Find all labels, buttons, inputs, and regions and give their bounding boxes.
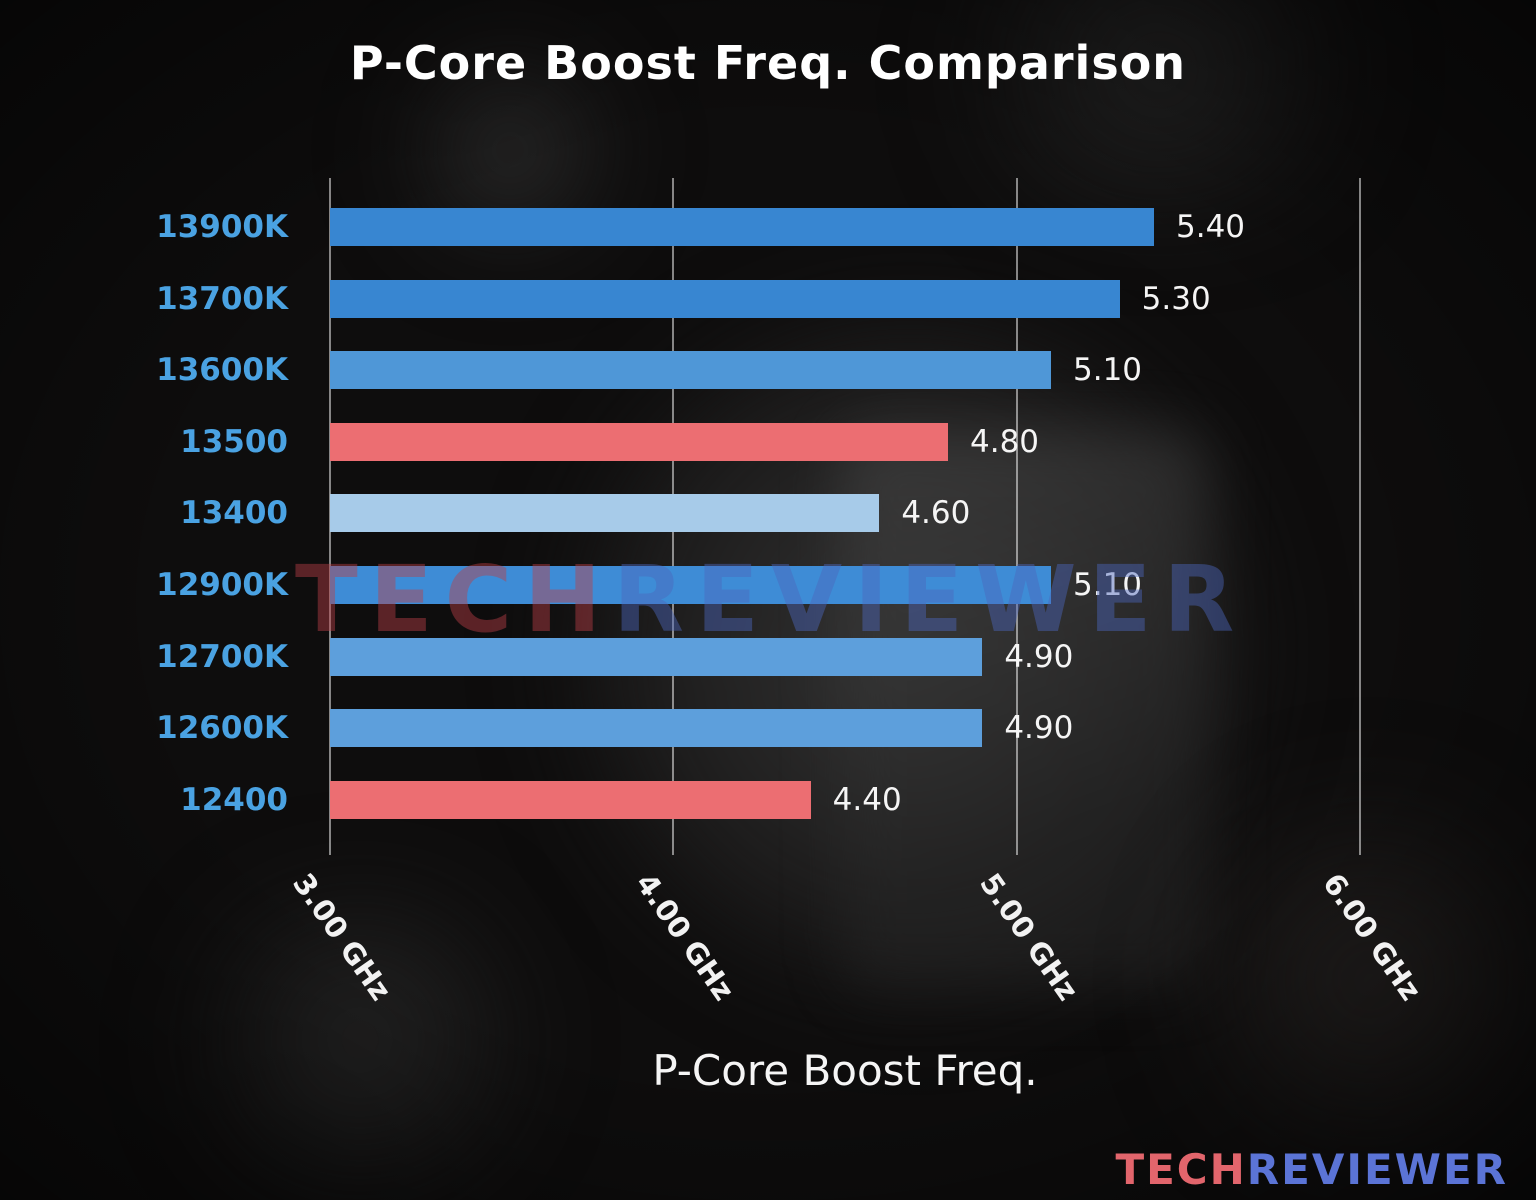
category-label-12600k: 12600K	[156, 710, 288, 747]
brand-reviewer: REVIEWER	[1246, 1145, 1508, 1194]
bar-13400	[330, 494, 880, 533]
value-label-13900k: 5.40	[1176, 209, 1246, 245]
x-tick-label: 4.00 GHz	[629, 867, 742, 1007]
value-label-12900k: 5.10	[1073, 567, 1143, 603]
category-label-13500: 13500	[180, 423, 288, 460]
category-label-13400: 13400	[180, 495, 288, 532]
x-axis-label: P-Core Boost Freq.	[652, 1046, 1038, 1095]
x-tick-label: 5.00 GHz	[972, 867, 1085, 1007]
bar-12700k	[330, 637, 983, 676]
watermark-tech: TECH	[295, 546, 614, 653]
bar-13600k	[330, 351, 1051, 390]
value-label-13600k: 5.10	[1073, 352, 1143, 389]
watermark-reviewer: REVIEWER	[613, 546, 1247, 653]
gridline	[1359, 178, 1361, 855]
value-label-13400: 4.60	[901, 495, 971, 532]
bar-12400	[330, 780, 811, 819]
brand-tech: TECH	[1115, 1145, 1247, 1194]
value-label-12600k: 4.90	[1004, 710, 1074, 747]
category-label-12700k: 12700K	[156, 638, 288, 675]
bar-13500	[330, 422, 948, 461]
brand-logo: TECHREVIEWER	[1115, 1145, 1508, 1194]
value-label-13700k: 5.30	[1141, 280, 1211, 317]
x-tick-label: 3.00 GHz	[286, 867, 399, 1007]
value-label-12400: 4.40	[832, 781, 902, 818]
watermark: TECHREVIEWER	[295, 546, 1246, 653]
x-tick-label: 6.00 GHz	[1316, 867, 1429, 1007]
gridline	[1015, 178, 1018, 855]
category-label-13600k: 13600K	[156, 352, 288, 389]
bar-13700k	[330, 279, 1120, 318]
category-label-13900k: 13900K	[156, 209, 288, 245]
value-label-12700k: 4.90	[1004, 638, 1074, 675]
category-label-13700k: 13700K	[156, 280, 288, 317]
bar-13900k	[330, 208, 1154, 246]
bar-12600k	[330, 709, 983, 748]
category-label-12400: 12400	[180, 781, 288, 818]
value-label-13500: 4.80	[970, 423, 1040, 460]
bar-12900k	[330, 566, 1051, 604]
category-label-12900k: 12900K	[156, 567, 288, 603]
chart-title: P-Core Boost Freq. Comparison	[349, 36, 1187, 90]
